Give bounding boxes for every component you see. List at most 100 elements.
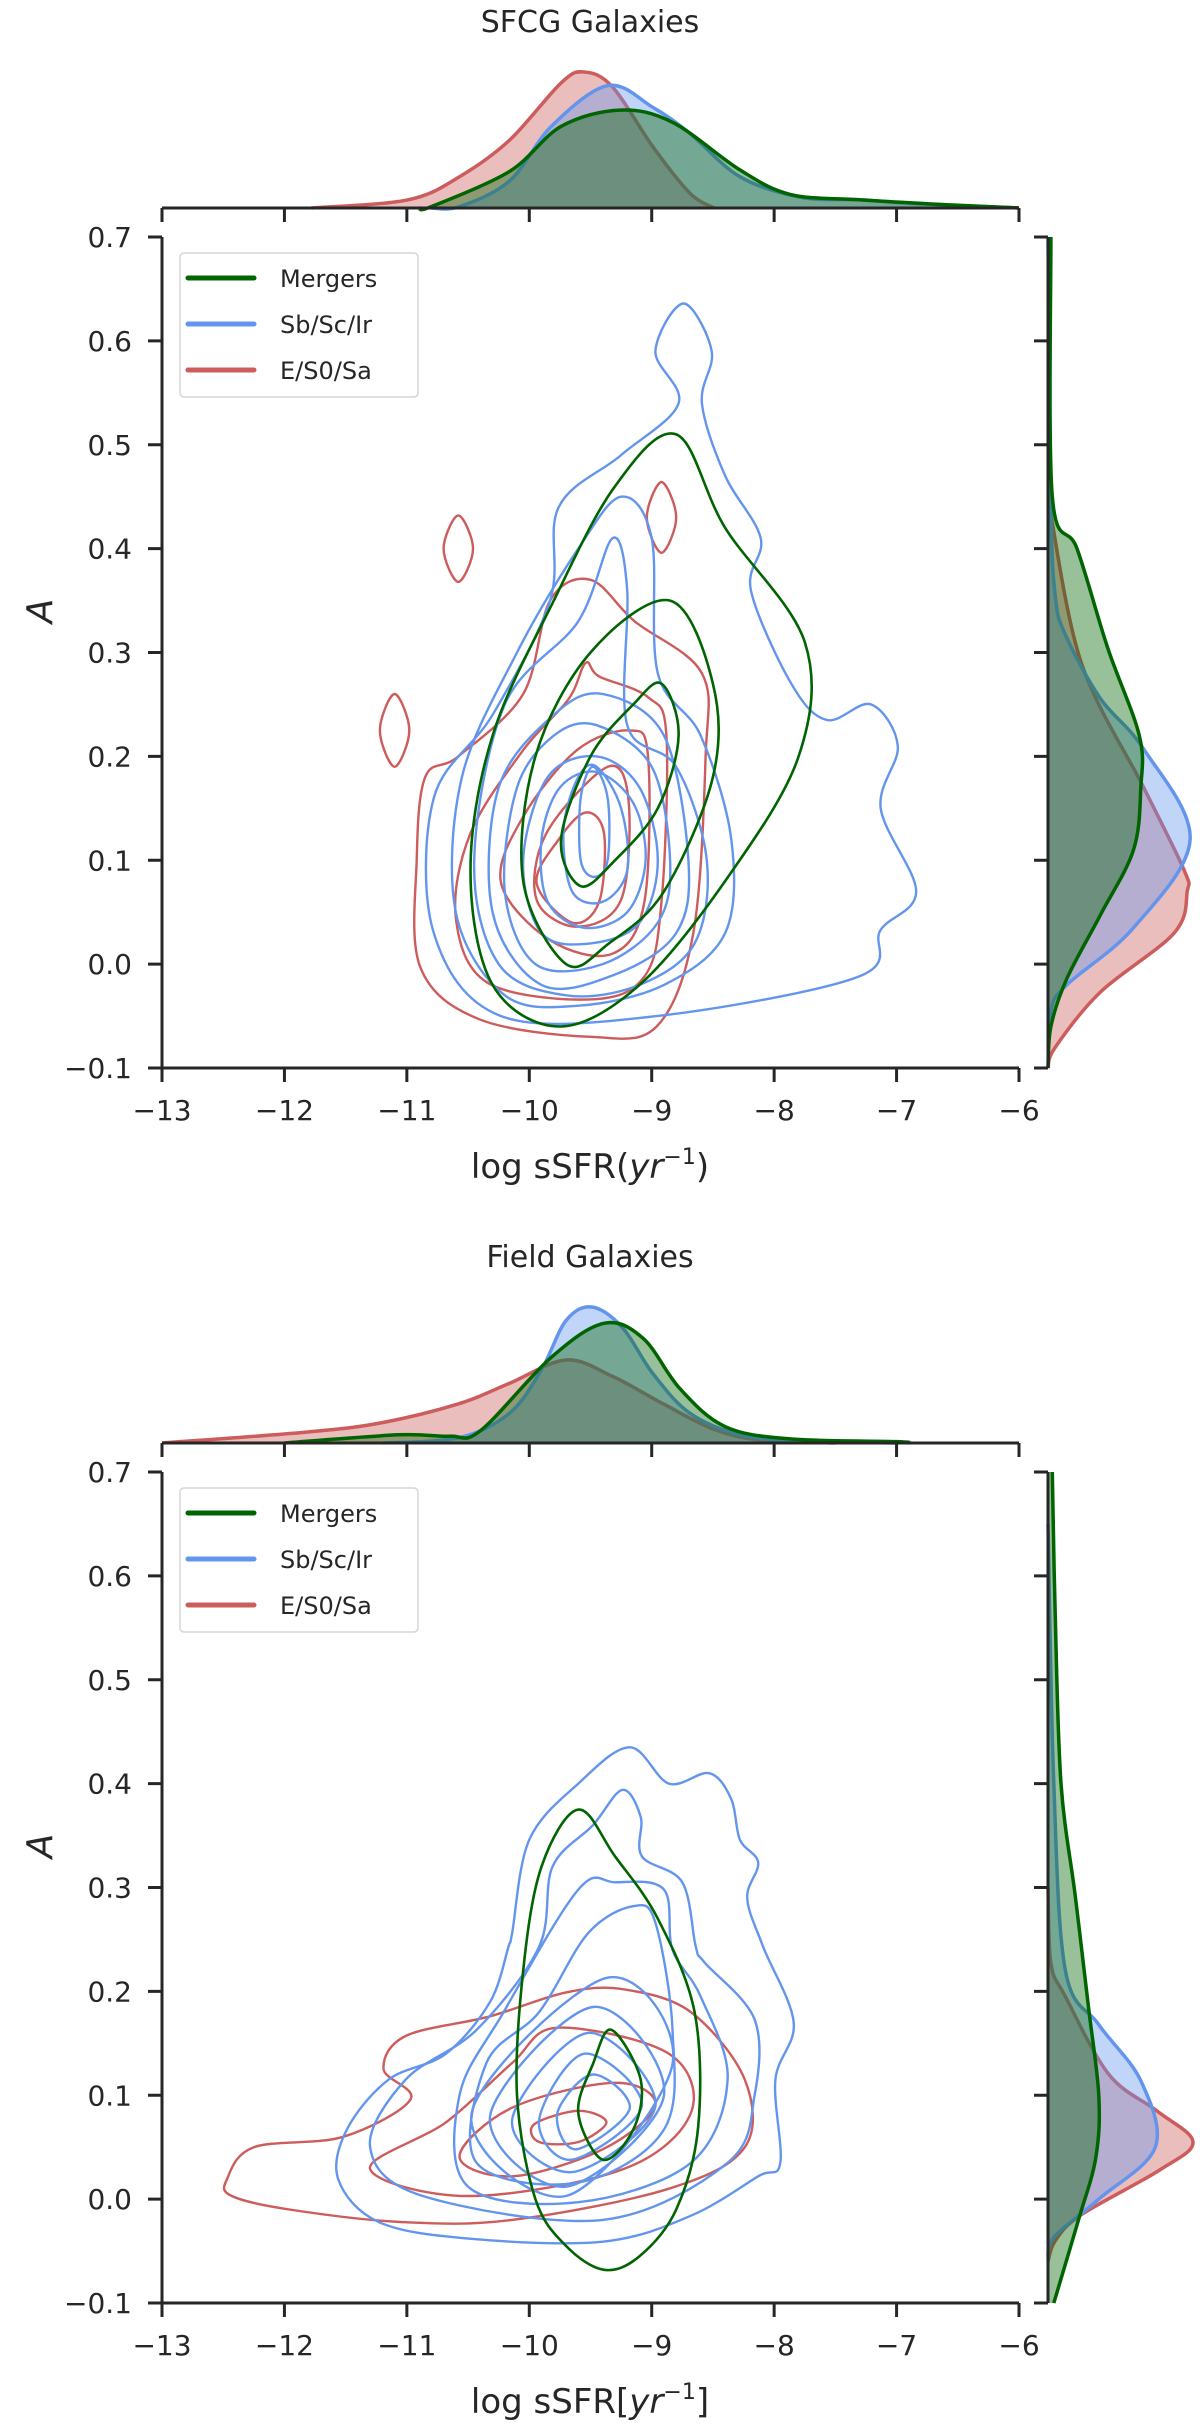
- right-marginal-line-2: [1050, 1471, 1102, 2304]
- y-tick-label: 0.7: [87, 1456, 132, 1489]
- right-marginal-fill-1: [1048, 1523, 1158, 2262]
- contour-mergers-1: [520, 598, 720, 969]
- x-axis-label-unit: yr: [628, 2382, 665, 2422]
- x-axis-label: log sSFR[yr−1]: [471, 2380, 709, 2422]
- contour-e-s0-sa-7: [645, 480, 678, 555]
- contour-e-s0-sa-6: [442, 514, 475, 584]
- right-marginal-line-0: [1046, 506, 1191, 1069]
- y-tick-label: 0.5: [87, 429, 132, 462]
- contour-sb-sc-ir-6: [539, 770, 647, 930]
- top-marginal-fill-2: [284, 1322, 910, 1443]
- right-marginal-fill-0: [1048, 1887, 1194, 2262]
- y-tick-label: 0.6: [87, 325, 132, 358]
- x-tick-label: −9: [631, 1094, 672, 1127]
- top-marginal-fill-0: [162, 1359, 836, 1443]
- y-tick-label: 0.2: [87, 740, 132, 773]
- top-marginal-fill-2: [419, 110, 1020, 210]
- y-tick-label: 0.0: [87, 2183, 132, 2216]
- y-tick-label: 0.0: [87, 948, 132, 981]
- top-marginal-line-0: [311, 70, 716, 210]
- legend-label: Mergers: [280, 1500, 377, 1528]
- x-tick-label: −12: [255, 1094, 314, 1127]
- contour-sb-sc-ir-0: [424, 302, 918, 1026]
- x-tick-label: −12: [255, 2329, 314, 2362]
- y-tick-label: 0.4: [87, 533, 132, 566]
- contour-mergers-0: [469, 432, 813, 1028]
- x-tick-label: −10: [500, 2329, 559, 2362]
- contour-mergers-2: [559, 681, 680, 888]
- top-marginal-fill-1: [382, 1306, 897, 1443]
- right-marginal-line-1: [1046, 1523, 1160, 2262]
- x-tick-label: −10: [500, 1094, 559, 1127]
- contour-sb-sc-ir-1: [450, 495, 736, 1009]
- legend-label: E/S0/Sa: [280, 1592, 372, 1620]
- top-marginal-line-0: [161, 1358, 836, 1445]
- contour-sb-sc-ir-5: [488, 2005, 666, 2188]
- contour-sb-sc-ir-0: [335, 1746, 795, 2245]
- chart-title: Field Galaxies: [486, 1240, 693, 1275]
- top-marginal-line-2: [284, 1320, 912, 1445]
- contour-e-s0-sa-5: [378, 692, 411, 769]
- contour-sb-sc-ir-3: [468, 1903, 676, 2186]
- contour-sb-sc-ir-7: [562, 763, 630, 905]
- y-tick-label: 0.5: [87, 1664, 132, 1697]
- y-axis-label: A: [20, 1834, 61, 1861]
- y-tick-label: 0.3: [87, 1872, 132, 1905]
- top-marginal-fill-0: [311, 71, 715, 208]
- right-marginal-fill-0: [1048, 507, 1190, 1068]
- right-marginal-line-2: [1046, 236, 1145, 1069]
- right-marginal-line-1: [1046, 236, 1192, 1069]
- panel-sfcg: SFCG Galaxies −13 −12 −11 −10 −9 −8 −7 −6 −0.1 0.0…: [20, 5, 1192, 1187]
- x-axis-label-exponent: −1: [663, 2380, 695, 2405]
- top-marginal-line-2: [417, 108, 1020, 212]
- top-marginal-line-1: [382, 1305, 897, 1445]
- legend: Mergers Sb/Sc/Ir E/S0/Sa: [179, 1487, 419, 1633]
- contour-e-s0-sa-1: [453, 660, 669, 1001]
- legend-box: [179, 1487, 419, 1633]
- y-tick-label: 0.4: [87, 1768, 132, 1801]
- y-tick-label: −0.1: [64, 1052, 132, 1085]
- contour-mergers-1: [576, 2028, 644, 2162]
- contour-sb-sc-ir-5: [521, 754, 660, 946]
- legend-label: E/S0/Sa: [280, 357, 372, 385]
- top-marginal-fill-1: [431, 85, 1019, 210]
- right-marginal-fill-1: [1048, 237, 1191, 1068]
- panel-field: Field Galaxies −13 −12 −11 −10 −9 −8 −7 −6 −0.1 0.…: [20, 1240, 1195, 2422]
- y-tick-label: 0.7: [87, 221, 132, 254]
- contour-sb-sc-ir-8: [555, 2073, 631, 2151]
- x-axis-label: log sSFR(yr−1): [471, 1145, 709, 1187]
- x-tick-label: −8: [754, 1094, 795, 1127]
- contour-e-s0-sa-0: [222, 1986, 755, 2225]
- x-axis-label-prefix: log sSFR(: [471, 1147, 629, 1187]
- x-tick-label: −11: [377, 2329, 436, 2362]
- legend-label: Mergers: [280, 265, 377, 293]
- contour-mergers-0: [515, 1808, 702, 2272]
- x-tick-label: −11: [377, 1094, 436, 1127]
- contour-e-s0-sa-4: [535, 811, 607, 925]
- contour-sb-sc-ir-8: [577, 765, 611, 879]
- x-tick-label: −13: [132, 2329, 191, 2362]
- y-tick-label: 0.1: [87, 844, 132, 877]
- x-tick-label: −7: [876, 2329, 917, 2362]
- contour-sb-sc-ir-7: [537, 2052, 644, 2161]
- contour-sb-sc-ir-4: [502, 721, 672, 973]
- y-tick-label: 0.3: [87, 637, 132, 670]
- contour-e-s0-sa-3: [529, 2109, 608, 2146]
- contour-sb-sc-ir-6: [510, 2031, 657, 2174]
- x-axis-label-prefix: log sSFR[: [471, 2382, 629, 2422]
- y-tick-label: 0.1: [87, 2079, 132, 2112]
- x-tick-label: −8: [754, 2329, 795, 2362]
- legend-label: Sb/Sc/Ir: [280, 311, 372, 339]
- x-tick-label: −6: [998, 2329, 1039, 2362]
- y-tick-label: 0.2: [87, 1975, 132, 2008]
- y-tick-label: 0.6: [87, 1560, 132, 1593]
- contour-sb-sc-ir-1: [368, 1788, 761, 2223]
- legend-label: Sb/Sc/Ir: [280, 1546, 372, 1574]
- x-tick-label: −6: [998, 1094, 1039, 1127]
- x-axis-label-suffix: ): [696, 1147, 709, 1187]
- y-axis-label: A: [20, 599, 61, 626]
- legend-box: [179, 252, 419, 398]
- contour-sb-sc-ir-3: [487, 692, 691, 990]
- x-tick-label: −13: [132, 1094, 191, 1127]
